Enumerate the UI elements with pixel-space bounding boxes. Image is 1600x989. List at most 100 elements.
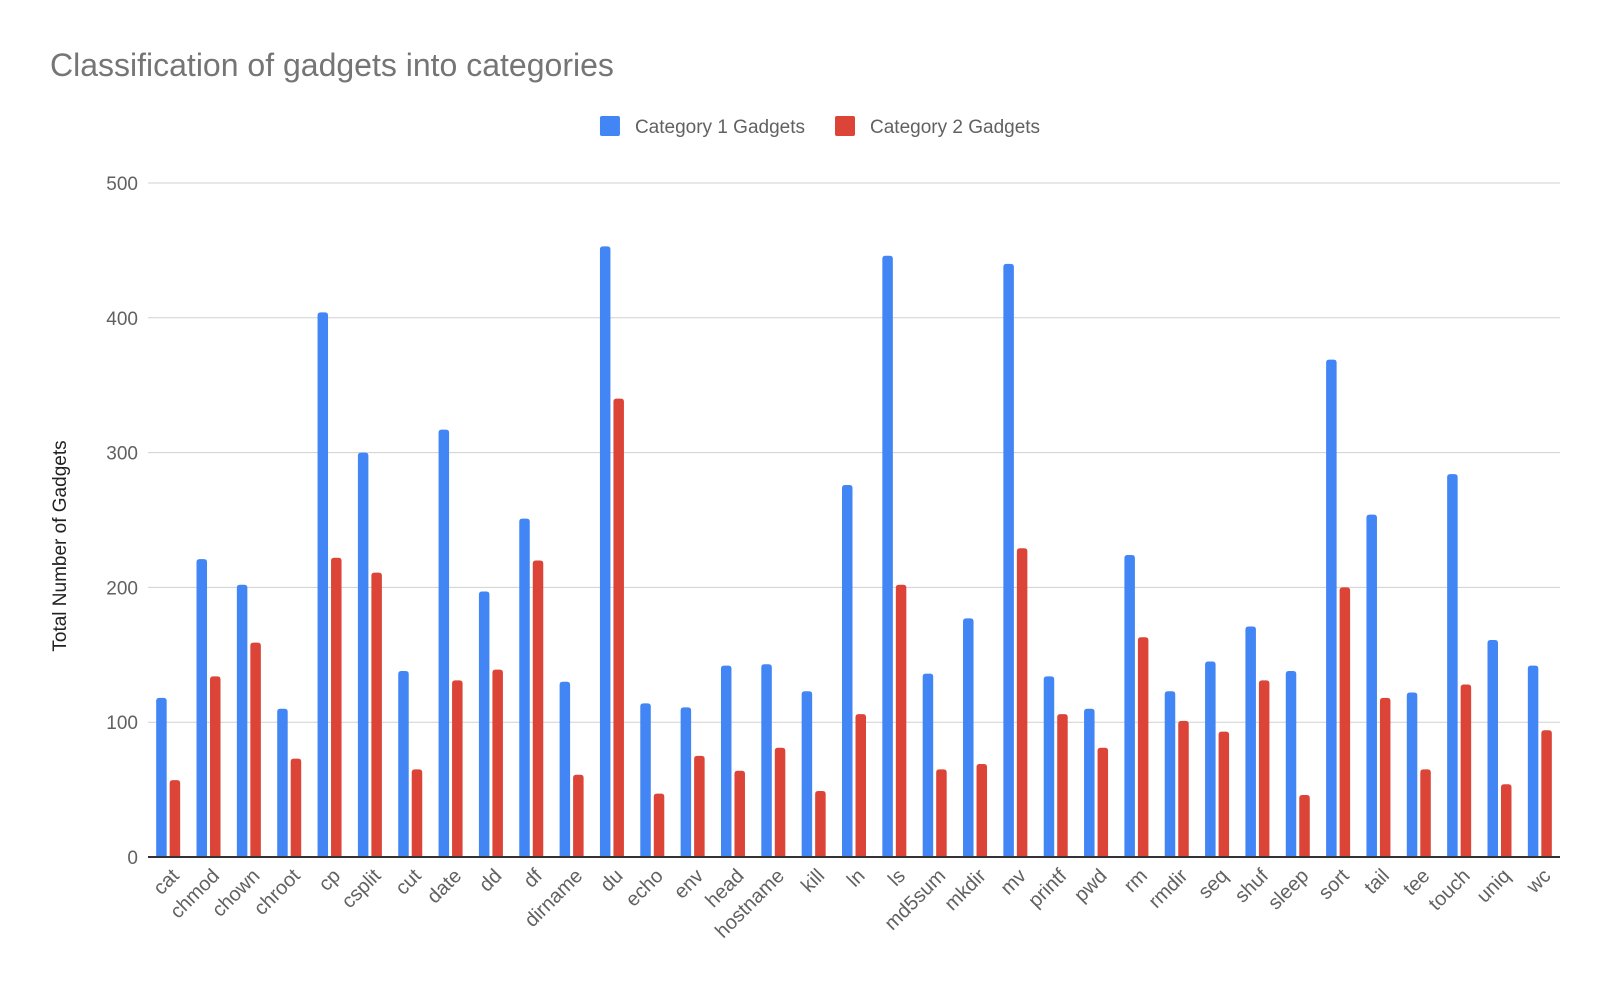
- bar-category-2-hostname: [774, 747, 786, 857]
- bar-category-2-df: [532, 560, 544, 857]
- bar-category-1-cut: [398, 670, 409, 857]
- x-tick-label: uniq: [1473, 865, 1515, 907]
- bar-category-2-cut: [411, 769, 423, 857]
- gridlines: [148, 182, 1560, 723]
- y-tick-label: 100: [106, 713, 138, 734]
- bar-category-2-dd: [492, 669, 503, 857]
- bar-category-1-csplit: [357, 452, 369, 857]
- x-tick-label: du: [596, 865, 627, 896]
- bar-category-2-tail: [1379, 697, 1391, 857]
- y-tick-label: 0: [127, 848, 138, 869]
- bar-category-2-date: [452, 680, 463, 857]
- legend-swatch: [599, 116, 620, 136]
- bar-category-1-head: [720, 665, 732, 857]
- x-tick-label: dd: [475, 865, 506, 896]
- bar-category-1-rm: [1124, 555, 1135, 857]
- bar-category-2-pwd: [1097, 747, 1109, 857]
- bar-category-2-md5sum: [936, 769, 947, 857]
- bar-category-2-sleep: [1299, 794, 1310, 857]
- x-tick-label: tail: [1360, 865, 1394, 899]
- bar-category-2-chroot: [290, 758, 302, 857]
- chart-title: Classification of gadgets into categorie…: [50, 47, 614, 83]
- bar-category-2-seq: [1218, 731, 1230, 857]
- x-tick-label: ln: [843, 865, 870, 892]
- bar-category-1-chroot: [277, 708, 288, 857]
- x-tick-label: sort: [1315, 865, 1354, 904]
- bar-category-2-mv: [1016, 548, 1028, 857]
- x-tick-label: kill: [797, 865, 829, 897]
- bar-category-1-cat: [156, 697, 167, 857]
- bar-category-1-ls: [882, 255, 893, 858]
- bar-category-2-chmod: [210, 676, 221, 857]
- bar-category-2-tee: [1420, 769, 1431, 857]
- legend-item-1: Category 1 Gadgets: [599, 116, 805, 138]
- x-tick-label: cut: [391, 865, 426, 900]
- x-tick-label: rm: [1120, 865, 1152, 897]
- bar-category-1-seq: [1205, 661, 1216, 857]
- bar-category-1-uniq: [1487, 639, 1498, 857]
- y-axis-ticks: 0 100 200 300 400 500: [106, 174, 138, 869]
- bar-category-2-rm: [1137, 637, 1149, 857]
- bar-category-1-hostname: [761, 664, 772, 857]
- y-axis-title: Total Number of Gadgets: [50, 440, 71, 651]
- bar-category-2-printf: [1057, 714, 1068, 857]
- x-tick-label: csplit: [338, 865, 386, 913]
- x-tick-label: printf: [1024, 865, 1071, 912]
- bar-category-2-ln: [855, 714, 866, 857]
- bar-category-1-chown: [236, 584, 248, 857]
- bar-category-2-uniq: [1500, 784, 1512, 857]
- bar-category-1-tee: [1406, 692, 1418, 857]
- bar-category-2-cp: [331, 557, 342, 857]
- x-tick-label: cp: [315, 865, 345, 895]
- bar-category-2-chown: [250, 642, 261, 857]
- bar-category-1-mv: [1003, 263, 1014, 857]
- bar-category-1-sort: [1326, 359, 1337, 857]
- bar-category-2-rmdir: [1178, 720, 1189, 857]
- bar-category-2-sort: [1339, 587, 1351, 857]
- bar-category-1-env: [680, 707, 692, 857]
- x-tick-label: touch: [1425, 865, 1475, 915]
- bar-category-2-echo: [653, 793, 665, 857]
- legend-label: Category 1 Gadgets: [635, 117, 805, 138]
- bar-category-1-cp: [317, 312, 329, 858]
- bar-category-1-md5sum: [922, 673, 934, 857]
- x-tick-label: mkdir: [940, 865, 990, 915]
- bar-category-1-printf: [1043, 676, 1055, 857]
- x-tick-label: seq: [1194, 865, 1232, 903]
- bar-category-1-dd: [478, 591, 490, 857]
- bar-category-1-pwd: [1084, 708, 1095, 857]
- bar-category-1-sleep: [1285, 670, 1297, 857]
- bar-category-1-wc: [1527, 665, 1539, 857]
- x-tick-label: ls: [884, 865, 910, 891]
- bar-category-2-env: [694, 755, 705, 857]
- bar-category-1-ln: [842, 484, 853, 857]
- bar-category-1-tail: [1366, 514, 1377, 857]
- bar-category-2-du: [613, 398, 624, 857]
- bar-category-2-csplit: [371, 572, 382, 857]
- legend-item-2: Category 2 Gadgets: [835, 116, 1040, 138]
- bar-category-1-chmod: [196, 559, 208, 857]
- bar-category-2-wc: [1541, 730, 1552, 857]
- bars: [156, 246, 1552, 858]
- bar-category-1-rmdir: [1164, 691, 1176, 857]
- y-tick-label: 400: [106, 309, 138, 330]
- bar-category-1-date: [438, 429, 450, 857]
- bar-category-2-kill: [815, 790, 826, 857]
- bar-category-2-shuf: [1258, 680, 1270, 857]
- legend-label: Category 2 Gadgets: [870, 117, 1040, 138]
- bar-category-1-touch: [1447, 474, 1458, 857]
- bar-category-1-mkdir: [963, 618, 974, 857]
- x-tick-label: wc: [1522, 865, 1556, 899]
- bar-category-1-df: [519, 518, 530, 857]
- bar-category-2-ls: [895, 584, 907, 857]
- x-tick-label: echo: [622, 865, 668, 911]
- bar-category-2-cat: [169, 780, 181, 857]
- x-tick-label: rmdir: [1145, 865, 1193, 913]
- bar-category-1-du: [599, 246, 611, 857]
- y-tick-label: 200: [106, 578, 138, 599]
- legend: Category 1 Gadgets Category 2 Gadgets: [599, 116, 1040, 138]
- bar-category-1-echo: [640, 703, 651, 857]
- y-tick-label: 500: [106, 174, 138, 195]
